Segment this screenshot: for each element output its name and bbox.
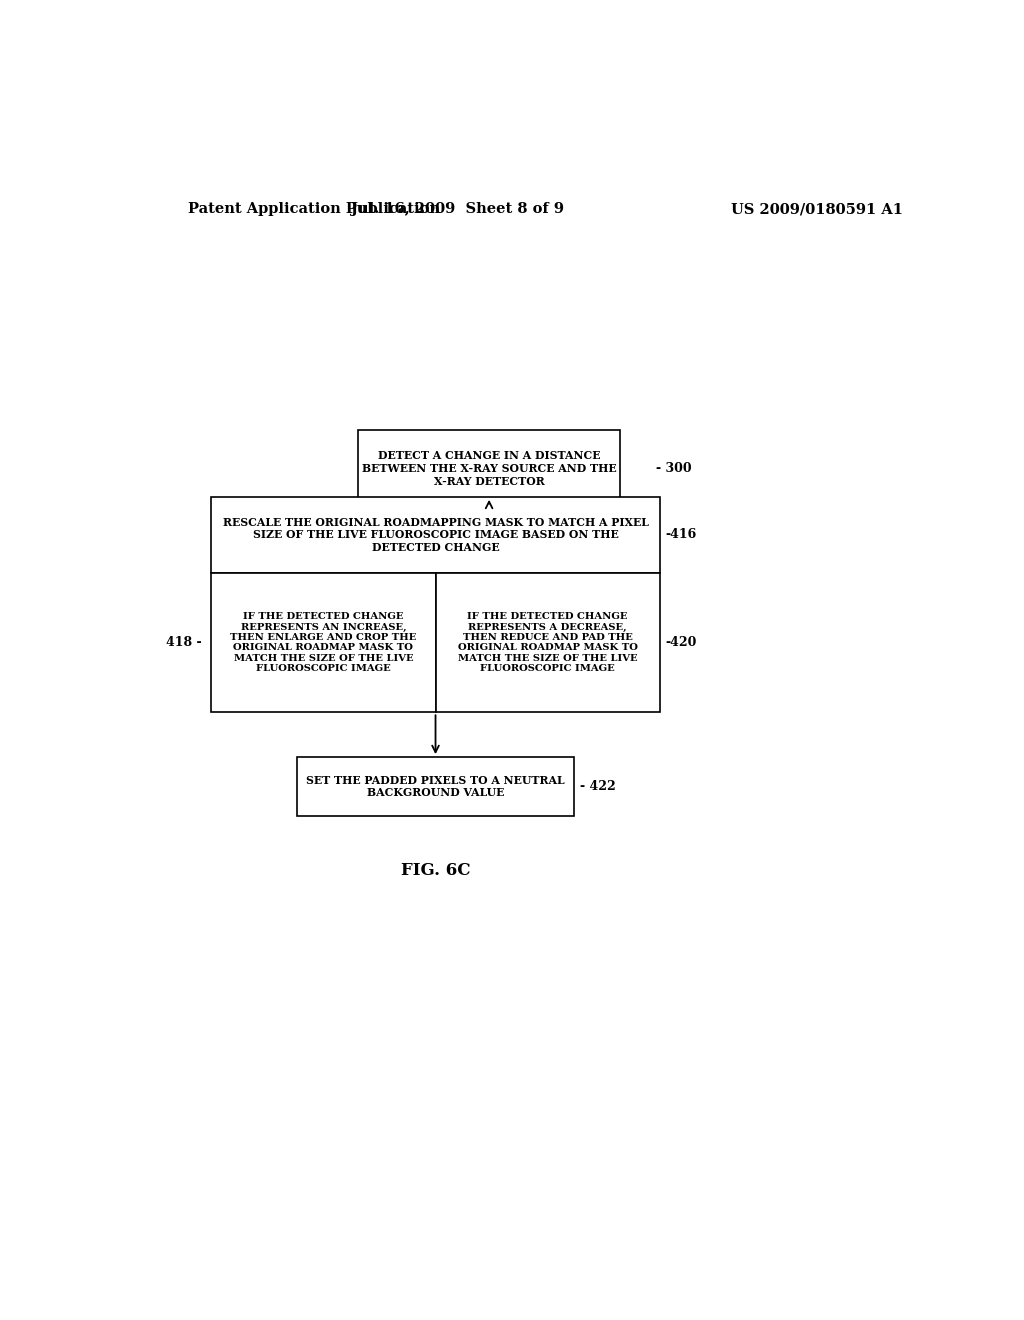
Text: SET THE PADDED PIXELS TO A NEUTRAL
BACKGROUND VALUE: SET THE PADDED PIXELS TO A NEUTRAL BACKG… (306, 775, 565, 799)
Text: - 422: - 422 (581, 780, 616, 793)
Text: -420: -420 (666, 636, 696, 648)
FancyBboxPatch shape (435, 573, 659, 713)
Text: Jul. 16, 2009  Sheet 8 of 9: Jul. 16, 2009 Sheet 8 of 9 (351, 202, 564, 216)
Text: 418 -: 418 - (166, 636, 202, 648)
Text: IF THE DETECTED CHANGE
REPRESENTS AN INCREASE,
THEN ENLARGE AND CROP THE
ORIGINA: IF THE DETECTED CHANGE REPRESENTS AN INC… (230, 612, 417, 673)
Text: RESCALE THE ORIGINAL ROADMAPPING MASK TO MATCH A PIXEL
SIZE OF THE LIVE FLUOROSC: RESCALE THE ORIGINAL ROADMAPPING MASK TO… (222, 516, 648, 553)
Text: US 2009/0180591 A1: US 2009/0180591 A1 (731, 202, 903, 216)
FancyBboxPatch shape (211, 496, 659, 573)
Text: Patent Application Publication: Patent Application Publication (187, 202, 439, 216)
Text: DETECT A CHANGE IN A DISTANCE
BETWEEN THE X-RAY SOURCE AND THE
X-RAY DETECTOR: DETECT A CHANGE IN A DISTANCE BETWEEN TH… (361, 450, 616, 487)
FancyBboxPatch shape (297, 758, 574, 816)
FancyBboxPatch shape (211, 573, 435, 713)
Text: FIG. 6C: FIG. 6C (400, 862, 470, 879)
Text: - 300: - 300 (655, 462, 691, 475)
Text: IF THE DETECTED CHANGE
REPRESENTS A DECREASE,
THEN REDUCE AND PAD THE
ORIGINAL R: IF THE DETECTED CHANGE REPRESENTS A DECR… (458, 612, 638, 673)
FancyBboxPatch shape (358, 430, 621, 507)
Text: -416: -416 (666, 528, 696, 541)
